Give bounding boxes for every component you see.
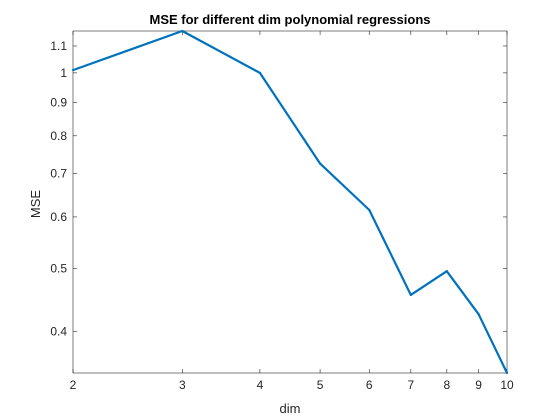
y-tick-label: 1.1 (50, 39, 67, 53)
y-axis-ticks: 0.4 0.5 0.6 0.7 0.8 0.9 1 1.1 (50, 39, 507, 338)
data-point (368, 208, 371, 212)
chart-title: MSE for different dim polynomial regress… (150, 12, 431, 27)
plot-area: 2 3 4 5 6 7 8 9 10 0.4 0.5 0.6 0.7 0.8 0.9 1 1.1 (50, 29, 514, 392)
x-axis-ticks: 2 3 4 5 6 7 8 9 10 (70, 31, 514, 392)
x-tick-label: 4 (257, 378, 264, 392)
y-tick-label: 0.4 (50, 324, 67, 338)
data-point (409, 293, 412, 297)
data-point (258, 71, 262, 74)
y-tick-label: 0.8 (50, 129, 67, 143)
data-point (181, 29, 184, 33)
data-point (505, 371, 509, 375)
data-point (318, 162, 322, 165)
x-tick-label: 5 (317, 378, 324, 392)
x-axis-label: dim (280, 401, 301, 416)
x-tick-label: 6 (366, 378, 373, 392)
data-point (477, 313, 480, 316)
y-axis-label: MSE (28, 190, 43, 219)
y-tick-label: 0.5 (50, 261, 67, 275)
y-tick-label: 0.7 (50, 166, 67, 180)
x-tick-label: 7 (407, 378, 414, 392)
y-tick-label: 0.6 (50, 210, 67, 224)
y-tick-label: 0.9 (50, 96, 67, 110)
x-tick-label: 10 (500, 378, 514, 392)
data-point (71, 68, 75, 72)
axes-box (72, 30, 508, 374)
data-point (445, 270, 448, 273)
x-tick-label: 2 (70, 378, 77, 392)
x-tick-label: 8 (443, 378, 450, 392)
y-tick-label: 1 (60, 66, 67, 80)
mse-series-points (71, 29, 509, 375)
x-tick-label: 3 (179, 378, 186, 392)
x-tick-label: 9 (475, 378, 482, 392)
